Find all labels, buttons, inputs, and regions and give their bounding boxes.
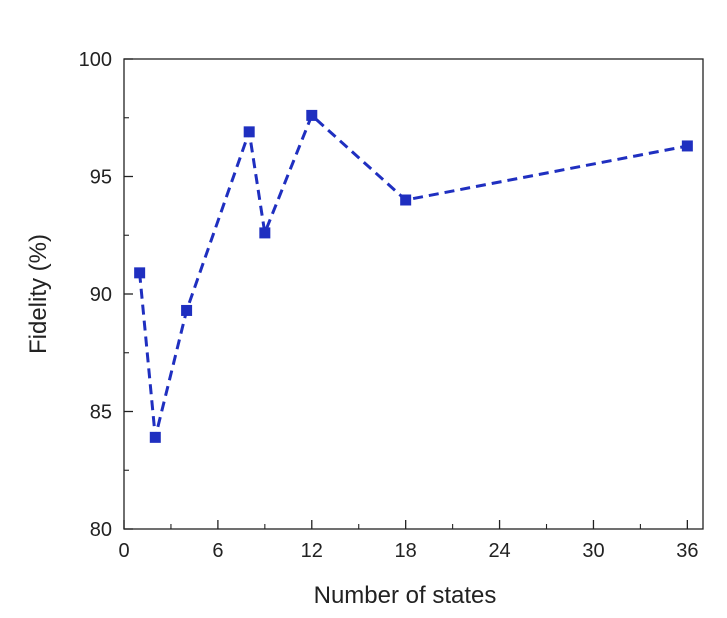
data-point-marker	[681, 140, 693, 152]
y-tick-label: 95	[90, 167, 112, 189]
x-tick-label: 18	[395, 540, 417, 562]
plot-frame	[123, 58, 704, 530]
series-layer	[134, 109, 693, 443]
data-point-marker	[181, 304, 193, 316]
y-tick-label: 85	[90, 402, 112, 424]
data-point-marker	[134, 267, 146, 279]
series-line	[138, 113, 688, 439]
x-axis-ticks: 0 6 12 18 24 30 36	[118, 520, 698, 562]
y-tick-label: 80	[90, 519, 112, 541]
x-tick-label: 0	[118, 540, 129, 562]
minor-ticks	[124, 117, 641, 529]
x-tick-label: 30	[582, 540, 604, 562]
data-point-marker	[243, 126, 255, 138]
x-axis-label: Number of states	[314, 582, 497, 609]
x-tick-label: 6	[212, 540, 223, 562]
x-tick-label: 24	[488, 540, 510, 562]
y-tick-label: 90	[90, 284, 112, 306]
y-axis-ticks: 80 85 90 95 100	[79, 49, 133, 541]
y-tick-label: 100	[79, 49, 112, 71]
x-tick-label: 36	[676, 540, 698, 562]
y-axis-label: Fidelity (%)	[25, 234, 52, 354]
data-point-marker	[149, 431, 161, 443]
data-point-marker	[400, 194, 412, 206]
data-point-marker	[306, 109, 318, 121]
data-point-marker	[259, 227, 271, 239]
x-tick-label: 12	[301, 540, 323, 562]
